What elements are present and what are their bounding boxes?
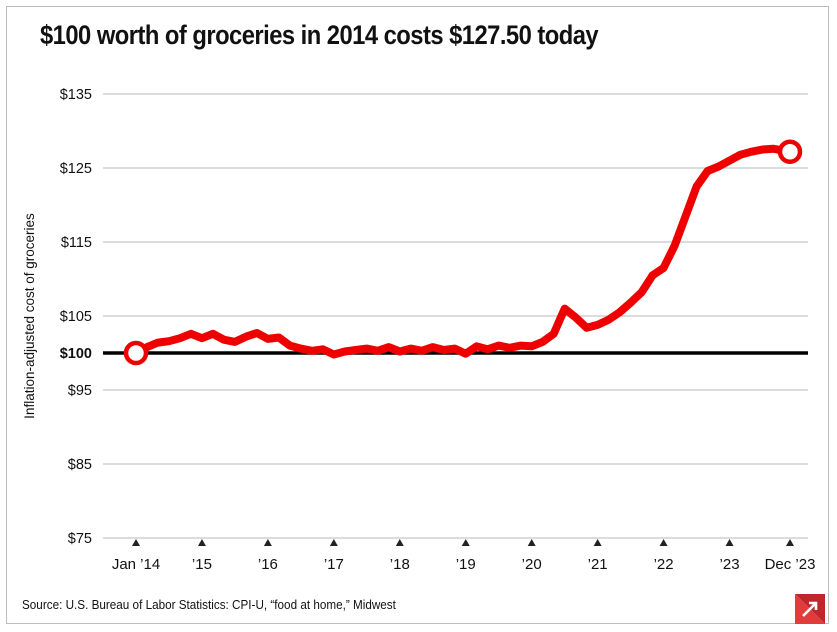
x-tick-label: ’19 xyxy=(456,556,476,573)
y-tick-label: $95 xyxy=(68,383,92,399)
y-tick-label: $85 xyxy=(68,457,92,473)
x-tick-label: ’15 xyxy=(192,556,212,573)
x-tick-marker xyxy=(461,539,470,546)
x-tick-marker xyxy=(725,539,734,546)
gridlines xyxy=(103,93,808,539)
x-tick-marker xyxy=(593,539,602,546)
chart-frame xyxy=(6,6,829,624)
x-tick-label: Jan ’14 xyxy=(112,556,160,573)
series-group xyxy=(123,139,803,366)
y-tick-label: $125 xyxy=(60,161,92,177)
chart-title: $100 worth of groceries in 2014 costs $1… xyxy=(40,20,599,50)
x-tick-label: Dec ’23 xyxy=(765,556,816,573)
x-tick-marker xyxy=(786,539,794,546)
x-tick-label: ’22 xyxy=(654,556,674,573)
y-tick-label: $75 xyxy=(68,531,92,547)
end-marker xyxy=(777,139,803,164)
x-axis-ticks: Jan ’14 ’15 ’16 ’17 ’18 ’19 ’20 ’21 ’22 ’23 Dec ’2… xyxy=(112,539,816,573)
x-tick-label: ’20 xyxy=(522,556,542,573)
x-tick-marker xyxy=(395,539,404,546)
x-tick-marker xyxy=(263,539,272,546)
y-axis-label: Inflation-adjusted cost of groceries xyxy=(22,213,37,419)
x-tick-marker xyxy=(659,539,668,546)
y-tick-label: $105 xyxy=(60,309,92,325)
series-line xyxy=(132,144,794,359)
start-marker xyxy=(123,340,149,366)
y-tick-label: $100 xyxy=(60,346,92,362)
x-tick-label: ’21 xyxy=(588,556,608,573)
y-tick-label: $115 xyxy=(61,235,92,251)
x-tick-label: ’17 xyxy=(324,556,344,573)
x-tick-marker xyxy=(329,539,338,546)
x-tick-marker xyxy=(527,539,536,546)
x-tick-label: ’16 xyxy=(258,556,278,573)
x-tick-marker xyxy=(132,539,140,546)
x-tick-marker xyxy=(197,539,206,546)
publisher-logo-icon xyxy=(795,594,825,624)
source-note: Source: U.S. Bureau of Labor Statistics:… xyxy=(22,597,396,612)
x-tick-label: ’23 xyxy=(720,556,740,573)
y-tick-label: $135 xyxy=(60,87,92,103)
x-tick-label: ’18 xyxy=(390,556,410,573)
y-axis-ticks: $135 $125 $115 $105 $100 $95 $85 $75 xyxy=(60,87,92,547)
